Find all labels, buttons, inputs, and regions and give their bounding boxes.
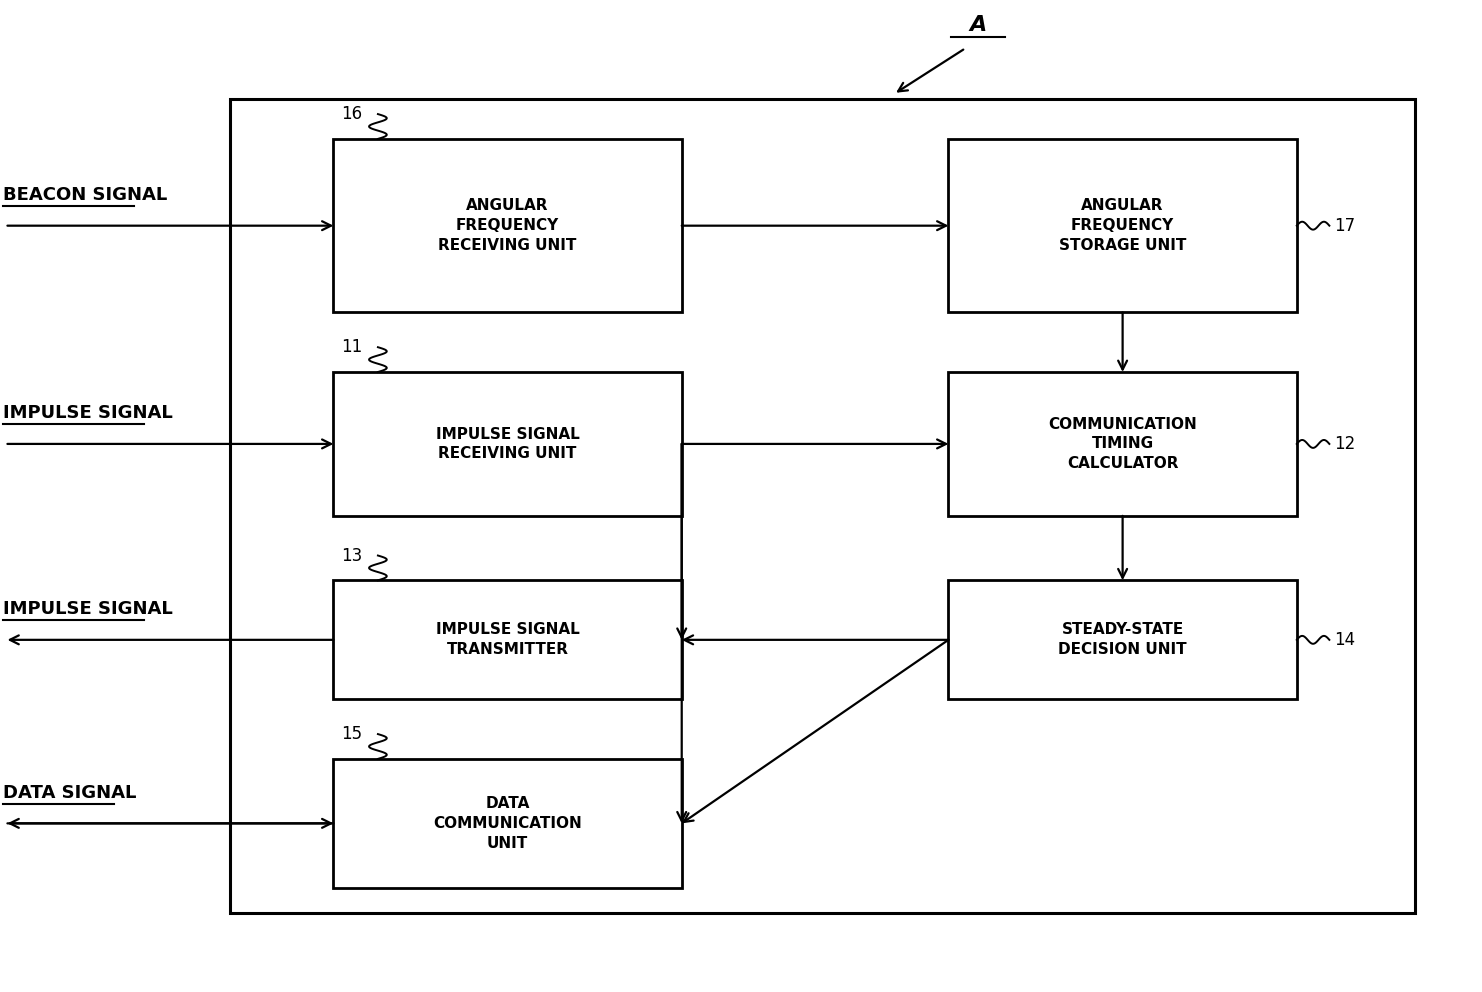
Text: IMPULSE SIGNAL
TRANSMITTER: IMPULSE SIGNAL TRANSMITTER <box>436 622 579 658</box>
Text: 12: 12 <box>1334 434 1355 453</box>
Text: ANGULAR
FREQUENCY
RECEIVING UNIT: ANGULAR FREQUENCY RECEIVING UNIT <box>439 198 576 253</box>
Text: ANGULAR
FREQUENCY
STORAGE UNIT: ANGULAR FREQUENCY STORAGE UNIT <box>1060 198 1186 253</box>
Text: IMPULSE SIGNAL: IMPULSE SIGNAL <box>3 404 173 423</box>
Text: STEADY-STATE
DECISION UNIT: STEADY-STATE DECISION UNIT <box>1058 622 1187 658</box>
Text: 11: 11 <box>341 338 362 356</box>
Bar <box>333 372 682 516</box>
Bar <box>948 139 1297 312</box>
Bar <box>333 759 682 888</box>
Bar <box>948 580 1297 699</box>
Text: 15: 15 <box>341 725 362 743</box>
Text: DATA SIGNAL: DATA SIGNAL <box>3 784 136 802</box>
Text: 14: 14 <box>1334 631 1355 649</box>
Text: 16: 16 <box>341 105 362 123</box>
Text: IMPULSE SIGNAL
RECEIVING UNIT: IMPULSE SIGNAL RECEIVING UNIT <box>436 427 579 461</box>
Bar <box>333 139 682 312</box>
Text: COMMUNICATION
TIMING
CALCULATOR: COMMUNICATION TIMING CALCULATOR <box>1048 417 1197 471</box>
Bar <box>230 99 1415 913</box>
Text: 17: 17 <box>1334 216 1355 235</box>
Bar <box>948 372 1297 516</box>
Text: BEACON SIGNAL: BEACON SIGNAL <box>3 186 167 203</box>
Text: DATA
COMMUNICATION
UNIT: DATA COMMUNICATION UNIT <box>433 796 582 851</box>
Text: A: A <box>969 15 987 35</box>
Text: 13: 13 <box>341 547 362 564</box>
Bar <box>333 580 682 699</box>
Text: IMPULSE SIGNAL: IMPULSE SIGNAL <box>3 600 173 618</box>
